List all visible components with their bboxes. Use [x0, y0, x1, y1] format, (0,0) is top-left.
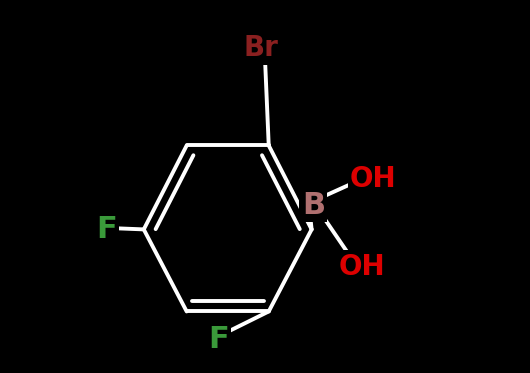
Text: OH: OH: [339, 253, 385, 281]
Text: F: F: [96, 215, 117, 244]
Text: F: F: [208, 325, 229, 354]
Text: Br: Br: [244, 34, 279, 63]
Text: B: B: [302, 191, 325, 220]
Text: OH: OH: [350, 165, 396, 193]
